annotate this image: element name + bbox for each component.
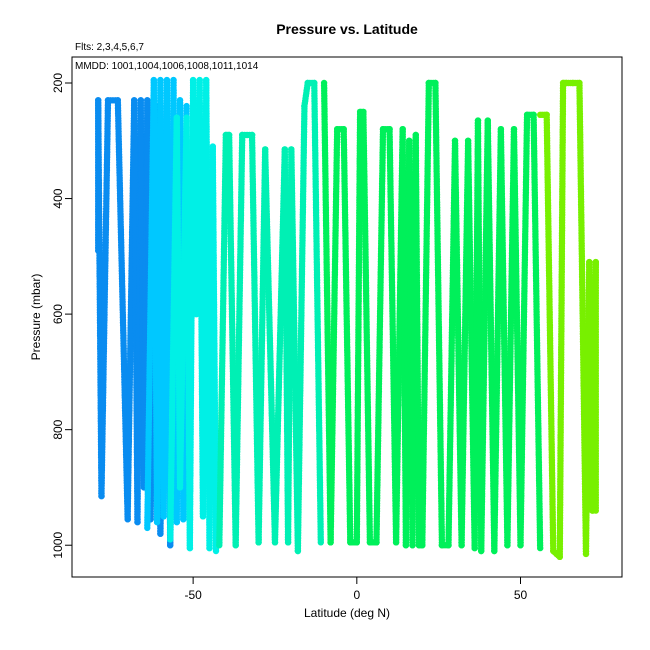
data-points [95,76,599,560]
chart-title: Pressure vs. Latitude [276,21,418,37]
dates-note: MMDD: 1001,1004,1006,1008,1011,1014 [75,61,259,72]
data-point [183,102,190,110]
flights-note: Flts: 2,3,4,5,6,7 [75,42,144,53]
